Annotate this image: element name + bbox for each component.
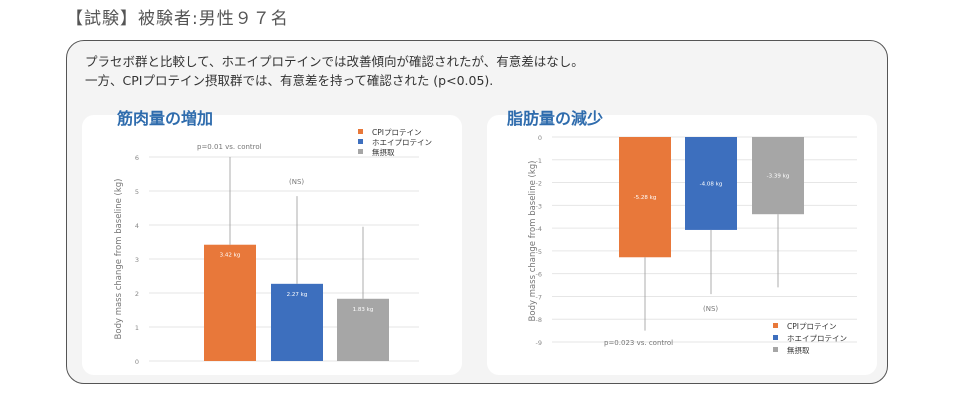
value-label: -5.28 kg (634, 195, 657, 201)
y-tick-label: -8 (536, 316, 542, 324)
y-tick-label: 0 (135, 358, 139, 366)
bar-2 (271, 283, 323, 361)
bar-3 (337, 298, 389, 361)
legend-swatch (358, 149, 363, 154)
bar-2 (685, 137, 737, 230)
muscle-chart-title: 筋肉量の増加 (117, 109, 214, 128)
y-tick-label: 6 (135, 154, 139, 162)
legend-swatch (358, 129, 363, 134)
bar-3 (752, 137, 804, 215)
y-tick-label: 5 (135, 188, 139, 196)
legend-swatch (773, 323, 778, 328)
bar-1 (619, 137, 671, 258)
y-tick-label: 2 (135, 290, 139, 298)
y-tick-label: -3 (536, 202, 542, 210)
value-label: 3.42 kg (220, 253, 241, 259)
y-tick-label: -9 (536, 339, 542, 347)
annotation-ns: (NS) (289, 178, 304, 186)
charts-svg: 0 1 2 3 4 5 6 3.42 kg 2.27 kg 1.83 kg Body mass ch… (114, 128, 857, 366)
annotation-p-value: p=0.01 vs. control (197, 143, 262, 151)
y-tick-label: 3 (135, 256, 139, 264)
y-tick-label: -6 (536, 271, 542, 279)
legend-swatch (773, 347, 778, 352)
page-heading: 【試験】被験者:男性９７名 (66, 9, 289, 29)
legend-label: CPIプロテイン (372, 128, 421, 137)
y-tick-label: -2 (536, 180, 542, 188)
y-tick-label: -7 (536, 293, 542, 301)
results-panel: プラセボ群と比較して、ホエイプロテインでは改善傾向が確認されたが、有意差はなし。… (66, 40, 888, 384)
legend-swatch (358, 139, 363, 144)
legend-label: ホエイプロテイン (787, 334, 847, 343)
fat-chart-title: 脂肪量の減少 (507, 109, 604, 128)
description-line-1: プラセボ群と比較して、ホエイプロテインでは改善傾向が確認されたが、有意差はなし。 (85, 54, 584, 69)
value-label: 2.27 kg (287, 292, 308, 298)
bar-1 (204, 244, 256, 361)
legend-label: CPIプロテイン (787, 322, 836, 331)
y-axis-label: Body mass change from baseline (kg) (528, 161, 538, 322)
y-tick-label: 0 (538, 134, 542, 142)
fat-chart-card (487, 115, 877, 375)
value-label: -3.39 kg (767, 174, 790, 180)
legend-label: ホエイプロテイン (372, 138, 432, 147)
annotation-p-value: p=0.023 vs. control (604, 339, 673, 347)
legend-swatch (773, 335, 778, 340)
y-tick-label: -5 (536, 248, 542, 256)
description-line-2: 一方、CPIプロテイン摂取群では、有意差を持って確認された (p<0.05). (85, 73, 494, 88)
annotation-ns: (NS) (703, 305, 718, 313)
y-axis-label: Body mass change from baseline (kg) (114, 179, 124, 340)
y-tick-label: 1 (135, 324, 139, 332)
value-label: 1.83 kg (353, 307, 374, 313)
y-tick-label: -1 (536, 157, 542, 165)
value-label: -4.08 kg (700, 181, 723, 187)
y-tick-label: 4 (135, 222, 139, 230)
legend-label: 無摂取 (787, 345, 810, 355)
y-tick-label: -4 (536, 225, 542, 233)
legend-label: 無摂取 (372, 147, 395, 157)
